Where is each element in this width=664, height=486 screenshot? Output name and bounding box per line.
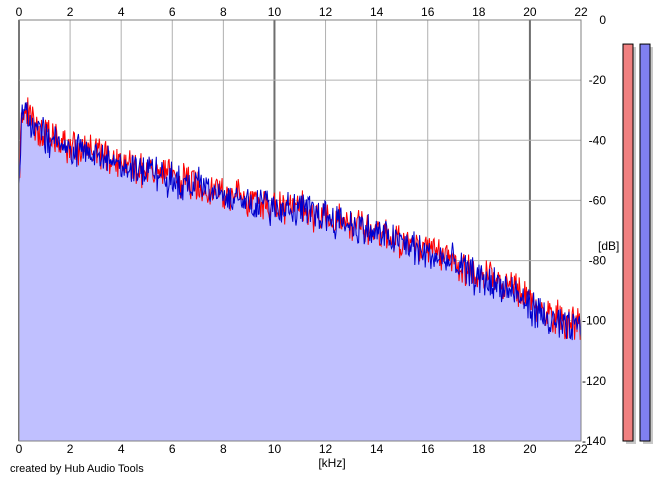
x-tick-label-bottom: 2	[67, 442, 74, 456]
x-tick-label-top: 10	[268, 5, 282, 19]
credit-text: created by Hub Audio Tools	[10, 463, 144, 475]
y-tick-label: -40	[589, 133, 607, 147]
x-tick-label-bottom: 14	[370, 442, 384, 456]
x-tick-label-top: 22	[574, 5, 588, 19]
y-tick-label: -60	[589, 193, 607, 207]
x-tick-label-bottom: 8	[220, 442, 227, 456]
x-tick-label-bottom: 4	[118, 442, 125, 456]
x-tick-label-bottom: 22	[574, 442, 588, 456]
x-tick-label-bottom: 6	[169, 442, 176, 456]
x-tick-label-top: 0	[16, 5, 23, 19]
x-axis-label: [kHz]	[318, 456, 345, 470]
y-axis-label: [dB]	[598, 239, 619, 253]
x-tick-label-top: 16	[421, 5, 435, 19]
x-tick-label-top: 8	[220, 5, 227, 19]
series-line-2	[18, 102, 582, 341]
x-tick-label-bottom: 18	[472, 442, 486, 456]
x-tick-label-bottom: 12	[319, 442, 333, 456]
y-tick-label: -120	[582, 374, 606, 388]
y-tick-label: -100	[582, 314, 606, 328]
plot-frame	[18, 19, 582, 442]
y-tick-label: -140	[582, 434, 606, 448]
y-tick-label: 0	[599, 13, 606, 27]
level-meter-1	[622, 43, 634, 442]
x-tick-label-bottom: 10	[268, 442, 282, 456]
x-tick-label-top: 2	[67, 5, 74, 19]
x-tick-label-bottom: 20	[523, 442, 537, 456]
x-tick-label-top: 4	[118, 5, 125, 19]
series-lines	[18, 97, 582, 341]
y-tick-labels: 0 -20 -40 -60 -80 -100 -120 -140	[582, 13, 606, 448]
y-tick-label: -80	[589, 254, 607, 268]
x-tick-label-top: 20	[523, 5, 537, 19]
x-tick-label-top: 6	[169, 5, 176, 19]
y-tick-label: -20	[589, 73, 607, 87]
x-tick-label-top: 18	[472, 5, 486, 19]
x-tick-label-bottom: 16	[421, 442, 435, 456]
x-tick-label-top: 14	[370, 5, 384, 19]
level-meter-2	[639, 43, 651, 442]
spectrum-fill-area	[19, 97, 581, 442]
x-tick-label-bottom: 0	[16, 442, 23, 456]
x-tick-label-top: 12	[319, 5, 333, 19]
level-meters	[622, 43, 653, 445]
